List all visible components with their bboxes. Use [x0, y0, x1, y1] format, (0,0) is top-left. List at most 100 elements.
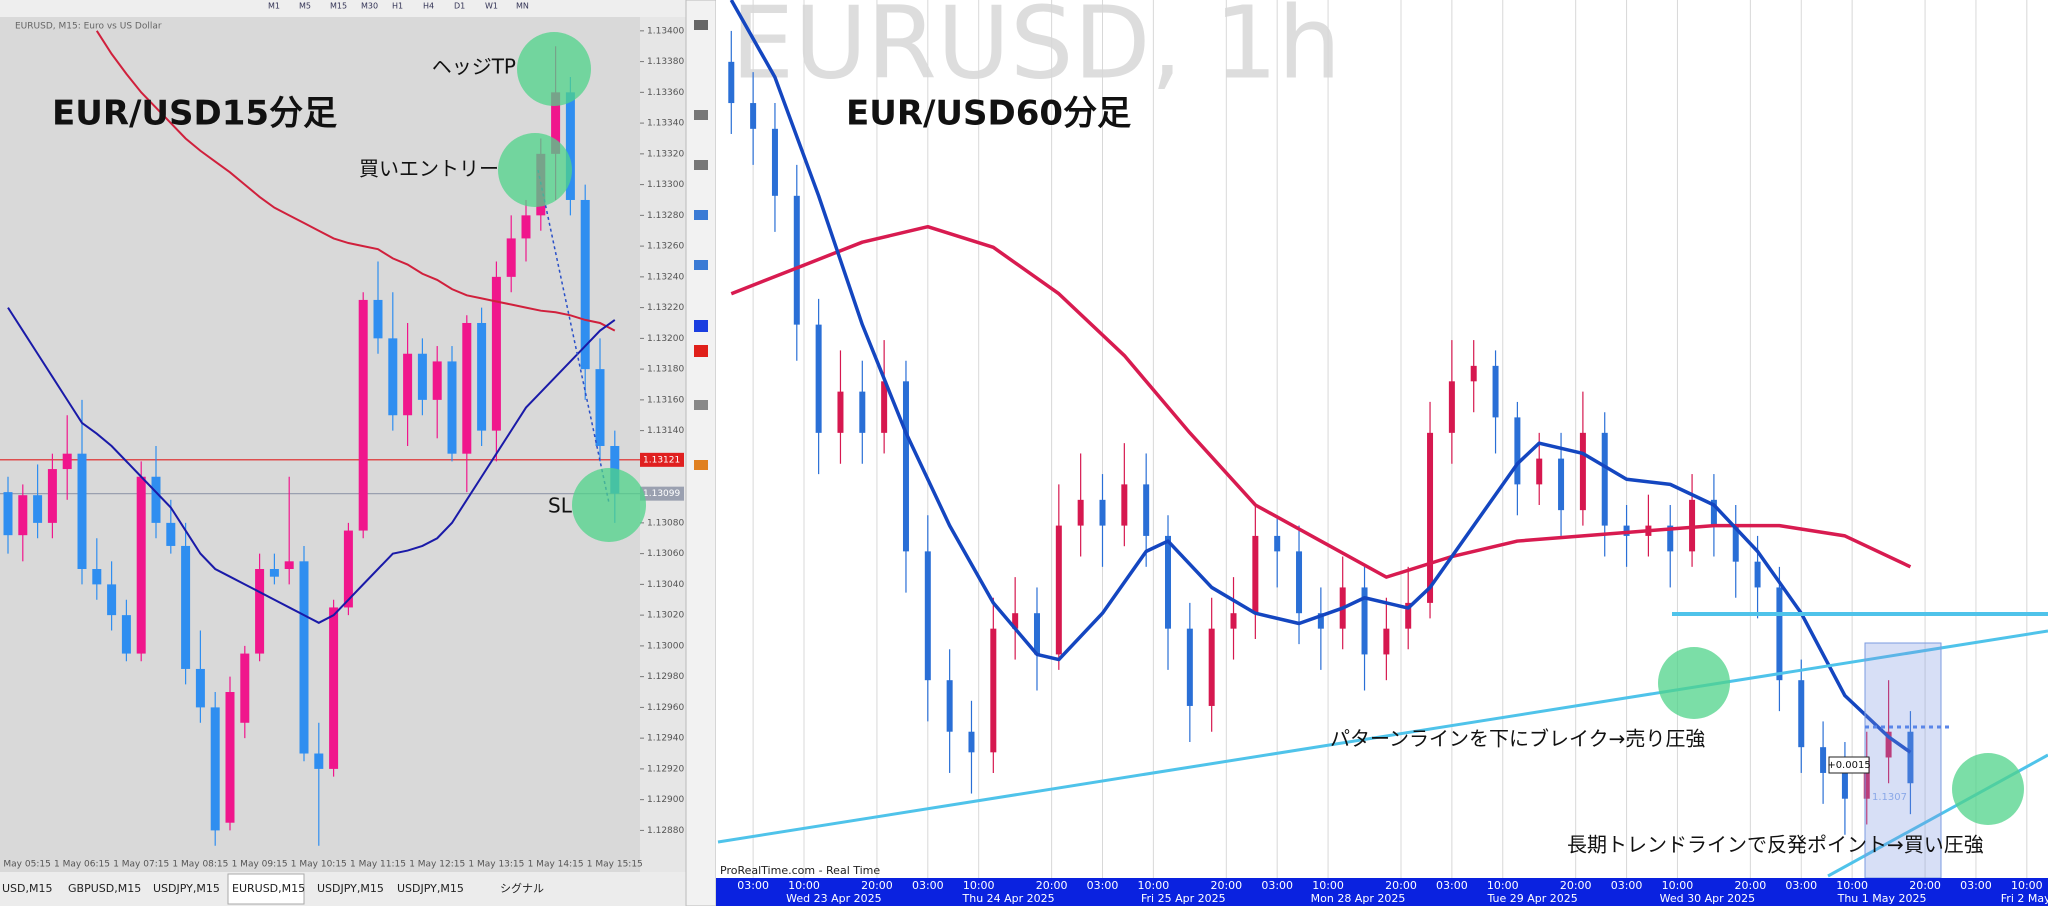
x-tick-label: 03:00: [912, 879, 944, 892]
y-tick-label: 1.13060: [647, 549, 684, 559]
timeframe-button[interactable]: H1: [392, 2, 403, 11]
window-title: EURUSD, M15: Euro vs US Dollar: [15, 22, 162, 32]
candle-body: [417, 353, 427, 400]
candle-body: [403, 353, 413, 416]
x-tick-label: 10:00: [1312, 879, 1344, 892]
timeframe-button[interactable]: W1: [485, 2, 498, 11]
candle-body: [269, 569, 279, 577]
x-tick-label: 03:00: [737, 879, 769, 892]
x-tick-label: 10:00: [1487, 879, 1519, 892]
y-tick-label: 1.13300: [647, 180, 684, 190]
y-tick-label: 1.12920: [647, 764, 684, 774]
timeframe-button[interactable]: MN: [516, 2, 529, 11]
left-plot: [0, 30, 640, 846]
right-axes: 03:00 10:00 20:00 03:00 10:00 20:00 03:00 10:00…: [737, 879, 2048, 905]
trend-line: [717, 629, 2048, 844]
candle-body: [771, 128, 778, 196]
candle-body: [750, 103, 757, 129]
timeframe-button[interactable]: D1: [454, 2, 465, 11]
candle-body: [1230, 613, 1237, 629]
tool-icon[interactable]: [694, 160, 708, 170]
x-tick-label: 1 May 09:15: [232, 860, 288, 870]
candle-body: [462, 322, 472, 454]
candle-body: [107, 584, 117, 616]
left-window: [0, 0, 686, 906]
x-tick-label: 1 May 15:15: [587, 860, 643, 870]
timeframe-button[interactable]: H4: [423, 2, 434, 11]
tool-icon[interactable]: [694, 345, 708, 357]
tool-icon[interactable]: [694, 400, 708, 410]
source-label: ProRealTime.com - Real Time: [720, 864, 880, 877]
y-tick-label: 1.13240: [647, 272, 684, 282]
candle-body: [77, 453, 87, 570]
candle-body: [881, 381, 888, 433]
tab-label[interactable]: USDJPY,M15: [153, 882, 220, 895]
x-tick-label: 10:00: [963, 879, 995, 892]
tool-icon[interactable]: [694, 210, 708, 220]
tab-label[interactable]: USD,M15: [2, 882, 53, 895]
tab-label[interactable]: EURUSD,M15: [232, 882, 305, 895]
candle-body: [195, 668, 205, 708]
tab-label[interactable]: USDJPY,M15: [397, 882, 464, 895]
date-tick-label: Mon 28 Apr 2025: [1311, 892, 1406, 905]
box-label: +0.0015: [1827, 760, 1870, 771]
tool-icon[interactable]: [694, 20, 708, 30]
candle-body: [447, 361, 457, 454]
candle-body: [728, 61, 735, 104]
time-axis: [716, 878, 2048, 906]
timeframe-button[interactable]: M15: [330, 2, 347, 11]
highlight-circle: [572, 468, 646, 542]
tool-icon[interactable]: [694, 460, 708, 470]
x-tick-label: 1 May 05:15: [0, 860, 51, 870]
tool-icon[interactable]: [694, 320, 708, 332]
y-tick-label: 1.13020: [647, 611, 684, 621]
x-tick-label: 1 May 06:15: [54, 860, 110, 870]
candle-body: [793, 195, 800, 325]
candle-body: [565, 92, 575, 200]
x-tick-label: 20:00: [1210, 879, 1242, 892]
x-tick-label: 20:00: [1560, 879, 1592, 892]
candle-body: [1907, 731, 1914, 784]
tool-icon[interactable]: [694, 260, 708, 270]
x-tick-label: 03:00: [1960, 879, 1992, 892]
candle-body: [343, 530, 353, 608]
candle-body: [924, 551, 931, 681]
y-tick-label: 1.13400: [647, 26, 684, 36]
y-tick-label: 1.12980: [647, 672, 684, 682]
x-tick-label: 1 May 13:15: [468, 860, 524, 870]
x-tick-label: 20:00: [1036, 879, 1068, 892]
x-tick-label: 10:00: [1836, 879, 1868, 892]
candle-body: [815, 324, 822, 433]
tab-label[interactable]: GBPUSD,M15: [68, 882, 141, 895]
candle-body: [1099, 499, 1106, 526]
timeframe-button[interactable]: M5: [299, 2, 311, 11]
y-tick-label: 1.13320: [647, 149, 684, 159]
x-tick-label: 03:00: [1611, 879, 1643, 892]
date-tick-label: Thu 1 May 2025: [1837, 892, 1927, 905]
tool-icon[interactable]: [694, 110, 708, 120]
highlight-circle: [498, 133, 572, 207]
x-tick-label: 20:00: [1385, 879, 1417, 892]
candle-body: [432, 361, 442, 400]
date-tick-label: Thu 24 Apr 2025: [962, 892, 1055, 905]
y-tick-label: 1.13360: [647, 88, 684, 98]
tab-label[interactable]: シグナル: [500, 881, 544, 895]
highlight-circle: [1952, 753, 2024, 825]
annotation: SL: [548, 494, 573, 518]
candle-body: [1710, 499, 1717, 526]
active-tab: [227, 873, 305, 905]
y-tick-label: 1.13140: [647, 426, 684, 436]
timeframe-button[interactable]: M30: [361, 2, 378, 11]
x-tick-label: 1 May 12:15: [409, 860, 465, 870]
y-tick-label: 1.13200: [647, 334, 684, 344]
x-tick-label: 20:00: [1909, 879, 1941, 892]
candle-body: [1667, 525, 1674, 552]
left-axes: 1.13400 1.13380 1.13360 1.13340 1.13320 1.133…: [0, 26, 684, 869]
y-tick-label: 1.13220: [647, 303, 684, 313]
candle-body: [1448, 381, 1455, 433]
timeframe-button[interactable]: M1: [268, 2, 280, 11]
tab-label[interactable]: USDJPY,M15: [317, 882, 384, 895]
candle-body: [3, 492, 13, 536]
candle-body: [1055, 525, 1062, 655]
y-tick-label: 1.12940: [647, 734, 684, 744]
